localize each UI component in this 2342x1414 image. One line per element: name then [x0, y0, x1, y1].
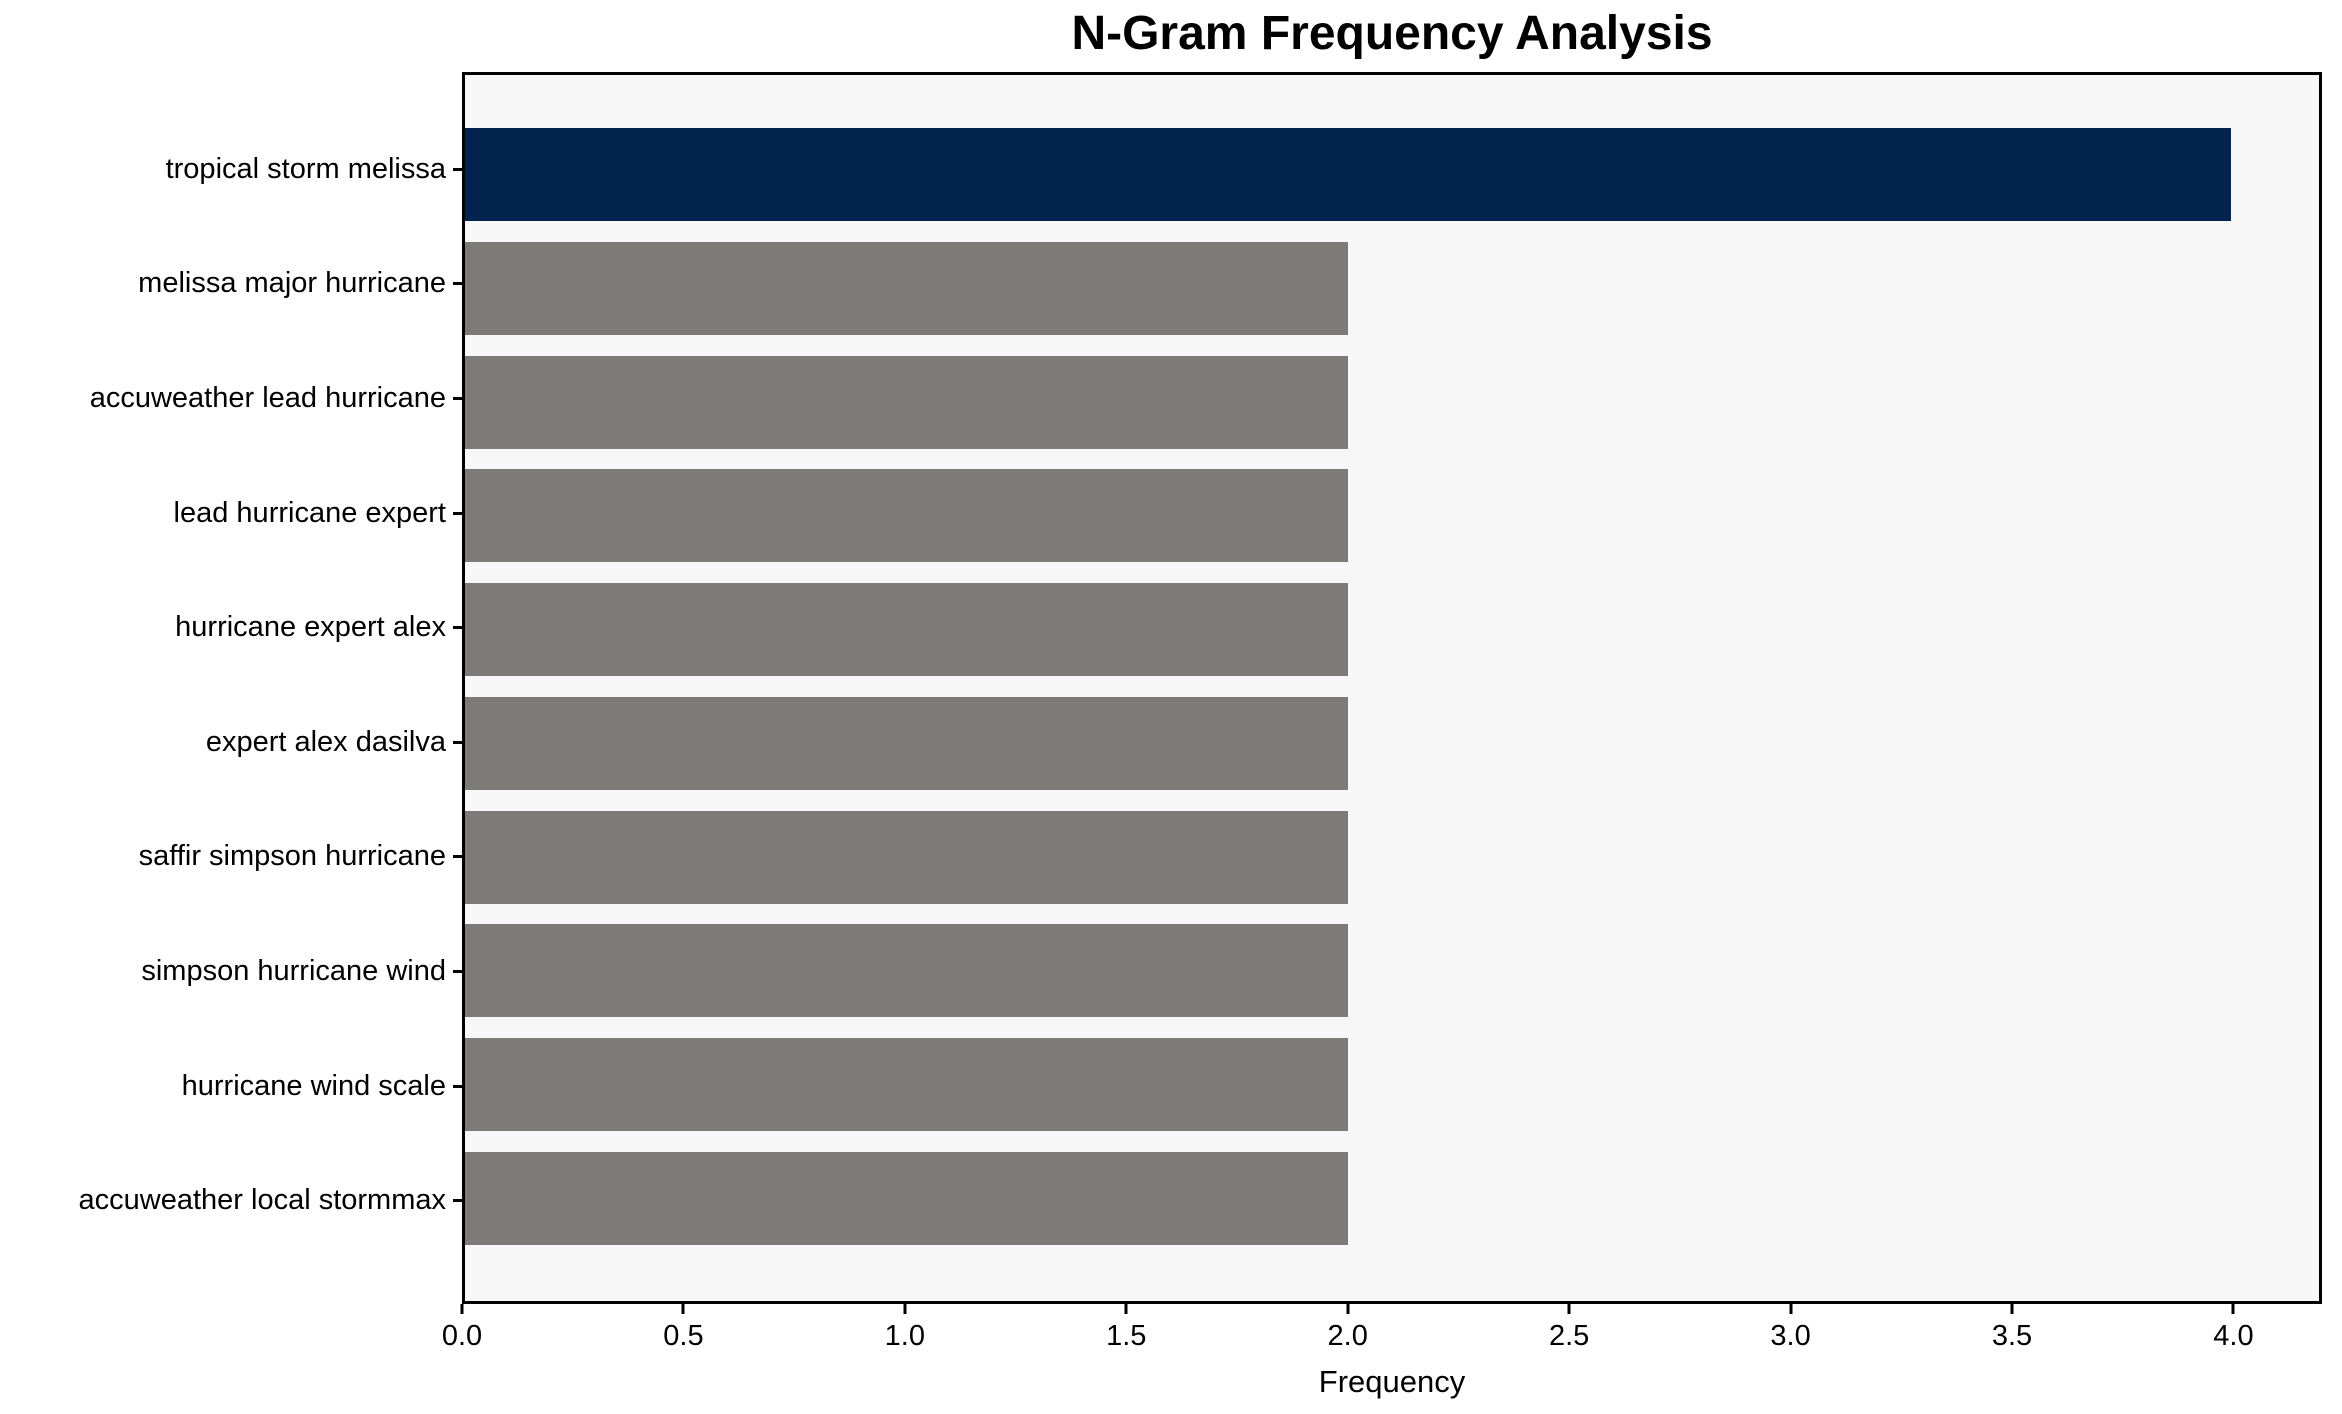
- y-tick-label: expert alex dasilva: [205, 725, 446, 758]
- y-tick-mark: [453, 396, 462, 400]
- x-tick-label: 2.5: [1548, 1320, 1590, 1352]
- y-tick-mark: [453, 167, 462, 171]
- bar-row: [465, 345, 2319, 459]
- y-label-row: simpson hurricane wind: [0, 914, 462, 1029]
- y-tick-label: accuweather lead hurricane: [89, 381, 446, 414]
- x-tick-mark: [460, 1304, 464, 1314]
- x-axis-label: Frequency: [1318, 1364, 1466, 1399]
- y-tick-label: tropical storm melissa: [165, 152, 446, 185]
- bar: [465, 696, 1348, 790]
- y-label-row: hurricane expert alex: [0, 570, 462, 685]
- bar-row: [465, 1028, 2319, 1142]
- y-tick-label: hurricane wind scale: [181, 1069, 446, 1102]
- bar-row: [465, 687, 2319, 801]
- bar-row: [465, 800, 2319, 914]
- x-tick-mark: [1567, 1304, 1571, 1314]
- y-tick-label: hurricane expert alex: [175, 611, 446, 644]
- x-tick-label: 1.5: [1106, 1320, 1147, 1352]
- y-tick-mark: [453, 969, 462, 973]
- bar: [465, 355, 1348, 449]
- x-tick-label: 1.0: [884, 1320, 926, 1352]
- bar: [465, 924, 1348, 1018]
- x-tick-mark: [681, 1304, 685, 1314]
- x-tick-label: 0.5: [663, 1320, 704, 1352]
- bar: [465, 242, 1348, 336]
- x-tick-mark: [903, 1304, 907, 1314]
- y-label-row: accuweather lead hurricane: [0, 341, 462, 456]
- y-label-row: expert alex dasilva: [0, 685, 462, 800]
- x-tick-mark: [2010, 1304, 2014, 1314]
- bar: [465, 1151, 1348, 1245]
- y-tick-mark: [453, 1084, 462, 1088]
- bar: [465, 583, 1348, 677]
- y-tick-mark: [453, 1199, 462, 1203]
- y-tick-label: lead hurricane expert: [173, 496, 446, 529]
- bar-row: [465, 232, 2319, 346]
- y-tick-mark: [453, 626, 462, 630]
- y-tick-mark: [453, 740, 462, 744]
- x-tick-mark: [1124, 1304, 1128, 1314]
- bar-row: [465, 118, 2319, 232]
- y-tick-label: simpson hurricane wind: [141, 954, 446, 987]
- y-tick-mark: [453, 282, 462, 286]
- bar: [465, 810, 1348, 904]
- bar-row: [465, 573, 2319, 687]
- bar: [465, 128, 2231, 222]
- x-tick-mark: [1789, 1304, 1793, 1314]
- y-label-row: tropical storm melissa: [0, 112, 462, 227]
- x-tick-label: 3.5: [1991, 1320, 2033, 1352]
- y-tick-label: melissa major hurricane: [138, 267, 446, 300]
- y-label-row: accuweather local stormmax: [0, 1143, 462, 1258]
- bars-container: [465, 75, 2319, 1301]
- y-tick-mark: [453, 855, 462, 859]
- chart-title: N-Gram Frequency Analysis: [1071, 7, 1713, 60]
- bar-row: [465, 914, 2319, 1028]
- bar-row: [465, 459, 2319, 573]
- y-tick-label: saffir simpson hurricane: [138, 840, 446, 873]
- bar: [465, 1037, 1348, 1131]
- y-label-row: lead hurricane expert: [0, 456, 462, 571]
- y-label-row: saffir simpson hurricane: [0, 800, 462, 915]
- y-tick-mark: [453, 511, 462, 515]
- bar: [465, 469, 1348, 563]
- y-axis-labels: tropical storm melissa melissa major hurr…: [0, 112, 462, 1258]
- bar-row: [465, 1141, 2319, 1255]
- x-tick-label: 3.0: [1770, 1320, 1811, 1352]
- plot-area: [462, 72, 2322, 1304]
- x-tick-mark: [2231, 1304, 2235, 1314]
- x-tick-label: 2.0: [1327, 1320, 1368, 1352]
- x-tick-mark: [1346, 1304, 1350, 1314]
- y-tick-label: accuweather local stormmax: [78, 1184, 446, 1217]
- x-tick-label: 0.0: [441, 1320, 483, 1352]
- y-label-row: hurricane wind scale: [0, 1029, 462, 1144]
- x-tick-label: 4.0: [2213, 1320, 2254, 1352]
- y-label-row: melissa major hurricane: [0, 227, 462, 342]
